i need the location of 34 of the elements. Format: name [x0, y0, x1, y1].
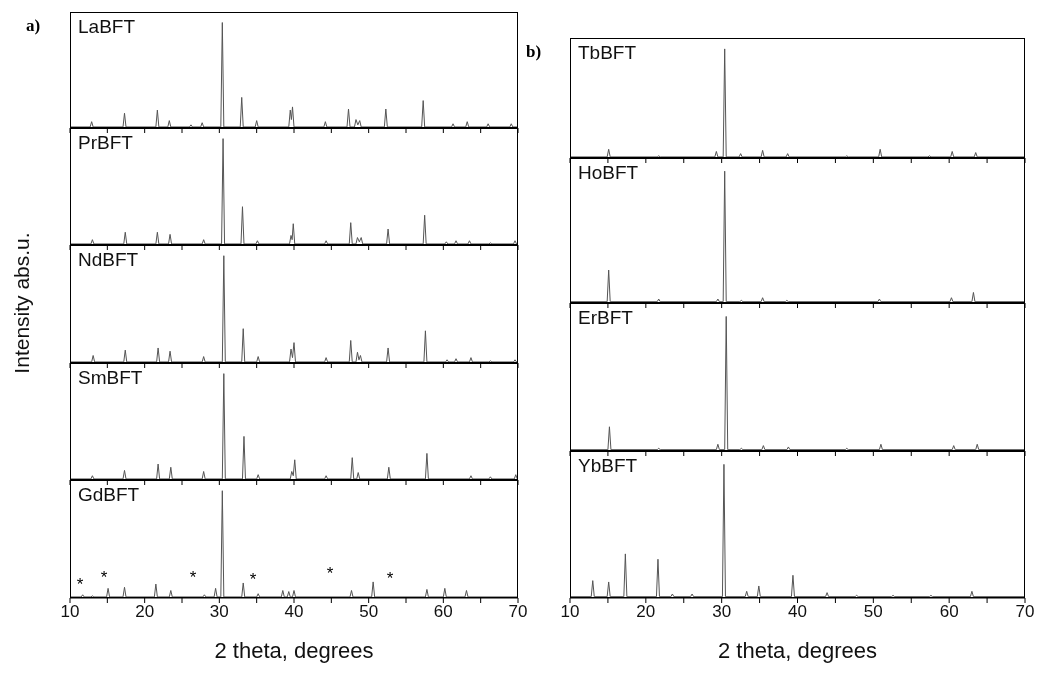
- annotation: *: [385, 569, 395, 588]
- chart-title: YbBFT: [578, 455, 638, 477]
- x-tick-label: 40: [788, 602, 807, 622]
- x-tick-label: 50: [359, 602, 379, 622]
- chart-title: ErBFT: [578, 307, 633, 329]
- annotation: *: [188, 568, 198, 587]
- annotation: *: [75, 575, 85, 594]
- x-tick-label: 10: [60, 602, 80, 622]
- x-tick-label: 20: [636, 602, 656, 622]
- x-tick-label: 30: [712, 602, 732, 622]
- chart-title: PrBFT: [78, 132, 133, 154]
- x-tick-label: 70: [1015, 602, 1035, 622]
- x-tick-label: 20: [135, 602, 155, 622]
- x-tick-label: 70: [508, 602, 528, 622]
- chart-title: NdBFT: [78, 249, 139, 271]
- y-axis-title: Intensity abs.u.: [10, 231, 34, 376]
- x-tick-label: 50: [863, 602, 883, 622]
- x-axis-title: 2 theta, degrees: [717, 638, 878, 664]
- annotation: *: [325, 564, 335, 583]
- x-tick-label: 40: [284, 602, 304, 622]
- chart-title: HoBFT: [578, 162, 639, 184]
- chart-title: LaBFT: [78, 16, 136, 38]
- chart-title: GdBFT: [78, 484, 140, 506]
- x-tick-label: 10: [560, 602, 580, 622]
- chart-title: TbBFT: [578, 42, 637, 64]
- annotation: *: [248, 570, 258, 589]
- chart-title: SmBFT: [78, 367, 143, 389]
- text: a): [26, 16, 41, 36]
- annotation: *: [99, 568, 109, 587]
- x-tick-label: 60: [939, 602, 959, 622]
- x-axis-title: 2 theta, degrees: [213, 638, 375, 664]
- x-tick-label: 30: [209, 602, 229, 622]
- text: b): [526, 42, 542, 62]
- x-tick-label: 60: [433, 602, 453, 622]
